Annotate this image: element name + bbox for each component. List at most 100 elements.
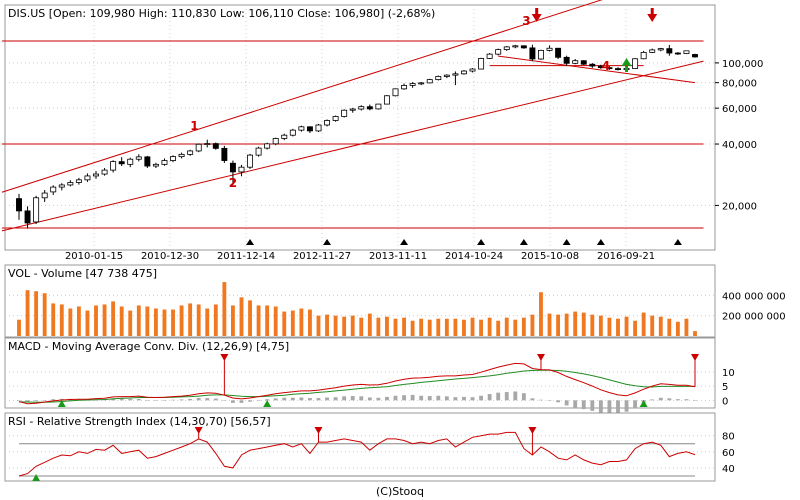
candle-body bbox=[289, 129, 296, 136]
macd-signals bbox=[57, 354, 699, 407]
price-x-tick-label: 2012-11-27 bbox=[293, 251, 351, 262]
sell-signal-icon bbox=[314, 427, 323, 434]
macd-histogram-bar bbox=[119, 398, 124, 401]
period-marker-icon bbox=[400, 239, 409, 245]
up-arrow-icon bbox=[621, 58, 632, 72]
volume-bar bbox=[367, 313, 372, 336]
buy-signal-icon bbox=[263, 400, 272, 407]
price-y-tick-label: 80,000 bbox=[722, 79, 757, 90]
macd-histogram-bar bbox=[153, 400, 158, 401]
volume-bar bbox=[25, 290, 30, 336]
candle-body bbox=[221, 147, 228, 161]
volume-bar bbox=[325, 314, 329, 336]
volume-bar bbox=[171, 309, 175, 336]
volume-bar bbox=[564, 313, 569, 336]
macd-histogram-bar bbox=[239, 400, 244, 403]
volume-bar bbox=[248, 300, 252, 336]
volume-bar bbox=[376, 317, 381, 336]
candle-body bbox=[187, 150, 194, 155]
volume-bar bbox=[427, 319, 432, 336]
macd-histogram-bar bbox=[393, 395, 398, 401]
trend-line bbox=[1, 60, 704, 232]
volume-bar bbox=[162, 309, 167, 336]
candle-body bbox=[538, 49, 544, 60]
candle-body bbox=[170, 156, 176, 161]
candle-body bbox=[144, 156, 151, 167]
macd-histogram-bar bbox=[179, 399, 184, 401]
candle-body bbox=[272, 138, 279, 145]
candle-body bbox=[366, 106, 373, 110]
volume-y-axis: 200 000 000 400 000 000 bbox=[722, 291, 786, 322]
volume-bar bbox=[316, 315, 321, 336]
price-x-tick-label: 2011-12-14 bbox=[217, 251, 275, 262]
candle-body bbox=[281, 134, 288, 139]
candle-body bbox=[666, 48, 673, 54]
macd-histogram-bar bbox=[325, 397, 329, 401]
volume-bar bbox=[85, 310, 90, 336]
macd-histogram-bar bbox=[76, 399, 81, 401]
candle-body bbox=[469, 68, 476, 72]
volume-bar bbox=[273, 306, 278, 336]
macd-histogram-bar bbox=[230, 400, 235, 403]
macd-histogram-bar bbox=[513, 391, 518, 401]
candle-body bbox=[247, 154, 254, 168]
price-x-tick-label: 2010-12-30 bbox=[141, 251, 199, 262]
macd-histogram-bar bbox=[658, 397, 663, 401]
volume-bar bbox=[42, 293, 47, 336]
macd-histogram-bar bbox=[248, 400, 252, 402]
macd-y-tick-label: 0 bbox=[722, 396, 728, 407]
price-x-tick-label: 2010-01-15 bbox=[65, 251, 123, 262]
macd-histogram-bar bbox=[521, 393, 526, 401]
candle-body bbox=[589, 63, 596, 67]
candle-body bbox=[324, 120, 331, 126]
macd-title: MACD - Moving Average Conv. Div. (12,26,… bbox=[8, 340, 289, 353]
macd-histogram-bar bbox=[633, 400, 638, 408]
price-y-tick-label: 100,000 bbox=[722, 59, 763, 70]
volume-bar bbox=[667, 318, 672, 336]
price-header: DIS.US [Open: 109,980 High: 110,830 Low:… bbox=[8, 7, 435, 20]
sell-signal-icon bbox=[220, 354, 229, 361]
candle-body bbox=[101, 169, 108, 175]
macd-histogram-bar bbox=[222, 400, 227, 401]
candle-body bbox=[520, 45, 527, 49]
candle-body bbox=[640, 51, 647, 60]
macd-histogram-bar bbox=[162, 400, 167, 401]
candle-body bbox=[529, 47, 536, 60]
candle-body bbox=[135, 156, 142, 160]
macd-histogram-bar bbox=[299, 397, 304, 401]
buy-signal-icon bbox=[57, 400, 66, 407]
candle-body bbox=[255, 147, 262, 156]
volume-bar bbox=[205, 308, 210, 336]
volume-bar bbox=[222, 282, 227, 336]
rsi-y-tick-label: 80 bbox=[722, 432, 735, 443]
macd-histogram-bar bbox=[607, 400, 612, 414]
rsi-line bbox=[18, 431, 696, 477]
volume-y-tick-label: 200 000 000 bbox=[722, 312, 786, 323]
macd-histogram-bar bbox=[171, 399, 175, 401]
candle-body bbox=[195, 143, 202, 152]
candlestick-series bbox=[16, 44, 698, 229]
macd-histogram-bar bbox=[667, 398, 672, 401]
buy-signal-icon bbox=[32, 474, 41, 481]
candle-body bbox=[597, 65, 604, 69]
candle-body bbox=[392, 88, 399, 97]
candle-body bbox=[24, 210, 31, 224]
macd-histogram-bar bbox=[282, 397, 287, 401]
period-marker-icon bbox=[596, 239, 605, 245]
macd-histogram-bar bbox=[342, 396, 347, 401]
macd-histogram-bar bbox=[256, 400, 261, 401]
macd-line bbox=[18, 362, 696, 405]
volume-bar bbox=[213, 304, 218, 336]
macd-histogram-bar bbox=[350, 396, 355, 401]
price-y-tick-label: 20,000 bbox=[722, 201, 757, 212]
volume-bar bbox=[51, 303, 56, 336]
rsi-panel bbox=[4, 412, 716, 482]
volume-bar bbox=[675, 321, 680, 336]
candle-body bbox=[674, 52, 681, 55]
macd-histogram-bar bbox=[693, 400, 697, 401]
candle-body bbox=[435, 76, 442, 81]
trend-line bbox=[1, 0, 603, 193]
candle-body bbox=[33, 197, 40, 223]
volume-bar bbox=[650, 315, 655, 336]
